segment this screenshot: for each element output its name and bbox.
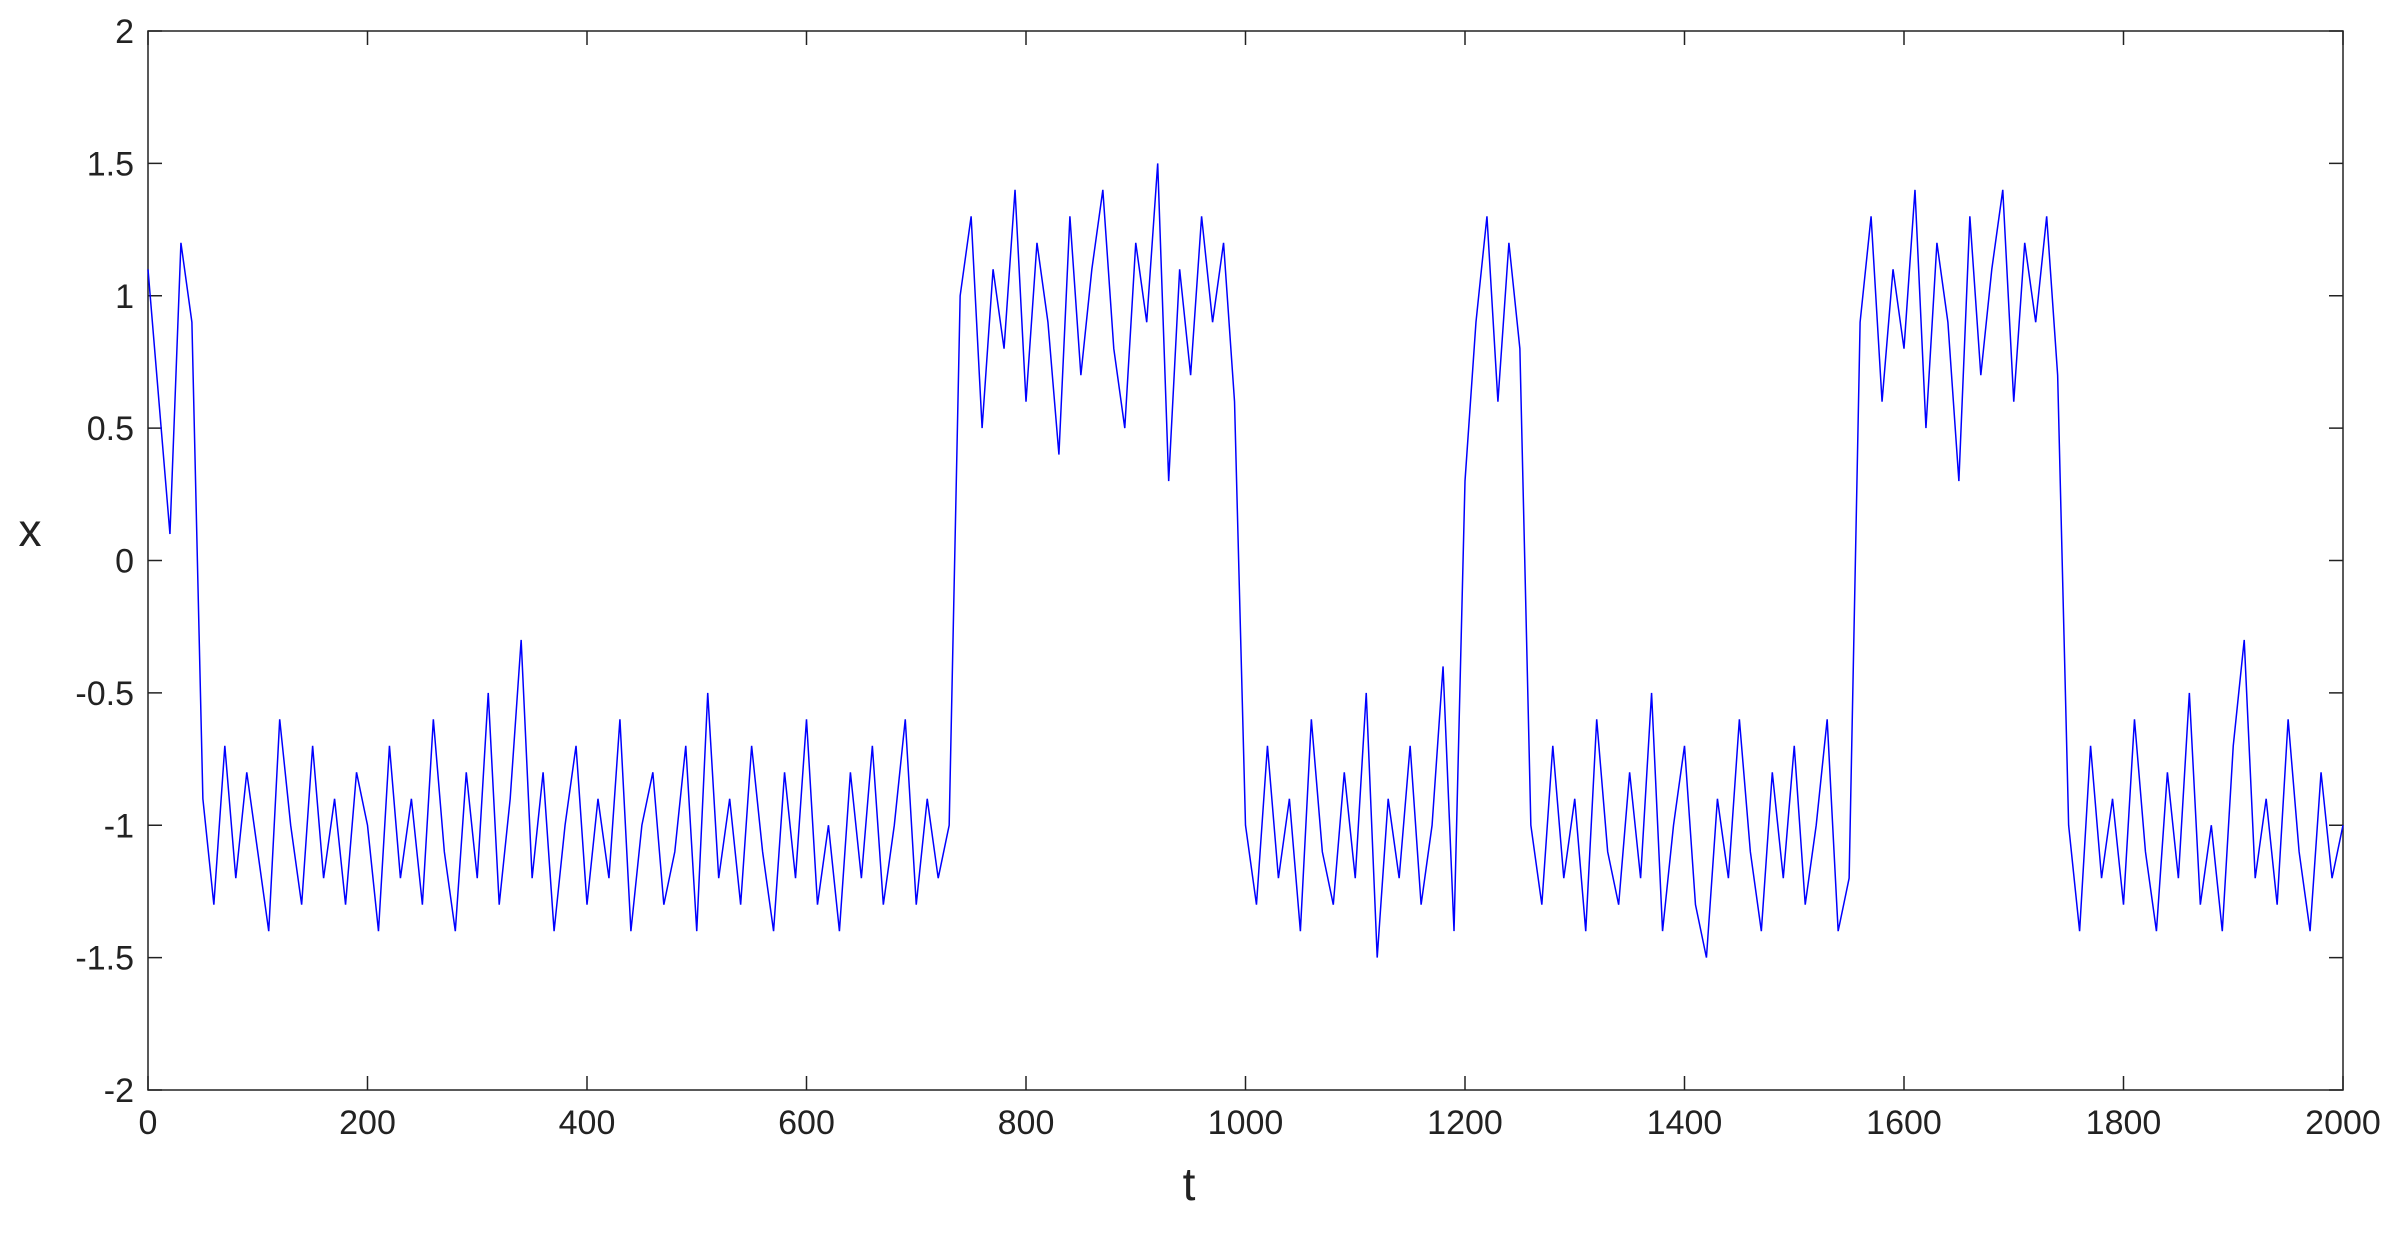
x-tick-label: 1600 <box>1866 1104 1942 1142</box>
y-tick-label: 0 <box>115 543 134 581</box>
y-tick-label: -2 <box>104 1072 134 1110</box>
x-tick-label: 400 <box>559 1104 616 1142</box>
plot-frame <box>147 30 2344 1091</box>
x-tick-label: 600 <box>778 1104 835 1142</box>
y-tick-label: -1.5 <box>75 940 134 978</box>
data-line <box>147 163 2344 958</box>
x-tick-label: 800 <box>998 1104 1055 1142</box>
x-tick-label: 1200 <box>1427 1104 1503 1142</box>
x-tick-label: 0 <box>139 1104 158 1142</box>
y-tick-label: 1 <box>115 278 134 316</box>
x-axis-title: t <box>1183 1158 1196 1210</box>
y-tick-label: 0.5 <box>87 410 134 448</box>
y-tick-label: 2 <box>115 13 134 51</box>
x-tick-label: 200 <box>339 1104 396 1142</box>
y-tick-label: 1.5 <box>87 145 134 183</box>
y-tick-label: -1 <box>104 807 134 845</box>
y-axis-title: x <box>19 504 42 556</box>
x-tick-label: 1000 <box>1208 1104 1284 1142</box>
x-tick-label: 2000 <box>2305 1104 2381 1142</box>
y-tick-label: -0.5 <box>75 675 134 713</box>
x-tick-label: 1400 <box>1647 1104 1723 1142</box>
x-tick-label: 1800 <box>2086 1104 2162 1142</box>
